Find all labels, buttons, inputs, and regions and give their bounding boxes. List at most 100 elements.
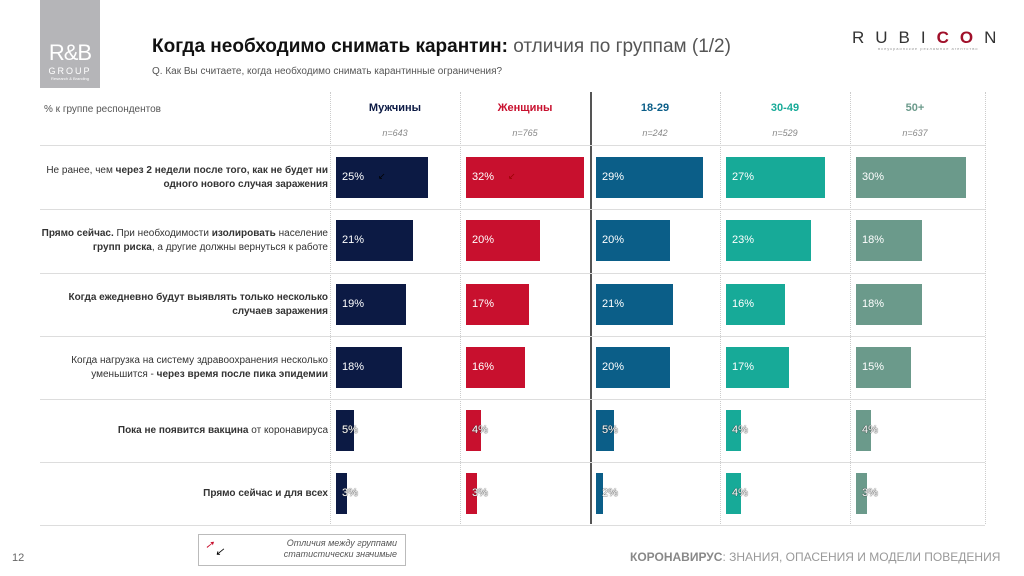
row-label-part: через время после пика эпидемии bbox=[156, 368, 328, 380]
data-label: 32% bbox=[472, 171, 495, 183]
bar bbox=[336, 347, 403, 388]
bar bbox=[726, 157, 826, 198]
column-header: Женщины bbox=[497, 102, 553, 114]
row-label: Не ранее, чем через 2 недели после того,… bbox=[40, 164, 328, 192]
data-label: 20% bbox=[602, 234, 625, 246]
row-label: Когда ежедневно будут выявлять только не… bbox=[40, 291, 328, 319]
bar bbox=[466, 410, 481, 451]
row-divider bbox=[40, 145, 985, 146]
data-label: 5% bbox=[602, 424, 618, 436]
column-sample-size: n=529 bbox=[772, 128, 798, 138]
row-label-part: Когда ежедневно будут выявлять только не… bbox=[68, 291, 328, 317]
row-label-part: При необходимости bbox=[113, 227, 212, 239]
rubicon-tagline: всеукраинские рекламное агентство bbox=[878, 46, 979, 51]
data-label: 4% bbox=[732, 487, 748, 499]
row-label-part: Когда нагрузка на систему здравоохранени… bbox=[71, 354, 328, 380]
footer-bold: КОРОНАВИРУС bbox=[630, 550, 723, 564]
bar bbox=[856, 157, 967, 198]
rb-group-logo: R&B GROUP Research & Branding bbox=[40, 0, 100, 88]
unit-label: % к группе респондентов bbox=[44, 104, 161, 115]
row-divider bbox=[40, 273, 985, 274]
bar bbox=[466, 347, 525, 388]
bar bbox=[596, 284, 674, 325]
data-label: 20% bbox=[602, 361, 625, 373]
bar bbox=[726, 347, 789, 388]
column-header: 30-49 bbox=[770, 102, 800, 114]
bar bbox=[336, 410, 355, 451]
column-divider bbox=[850, 92, 851, 524]
data-label: 2% bbox=[602, 487, 618, 499]
data-label: 18% bbox=[862, 234, 885, 246]
data-label: 3% bbox=[472, 487, 488, 499]
bar bbox=[466, 284, 529, 325]
row-label-part: , а другие должны вернуться к работе bbox=[151, 241, 328, 253]
data-label: 23% bbox=[732, 234, 755, 246]
bar bbox=[596, 157, 703, 198]
legend: ➚ ↙ Отличия между группами статистически … bbox=[198, 534, 406, 566]
column-sample-size: n=242 bbox=[642, 128, 668, 138]
legend-text: Отличия между группами bbox=[286, 538, 397, 548]
bar bbox=[336, 220, 414, 261]
column-sample-size: n=765 bbox=[512, 128, 538, 138]
bar bbox=[856, 473, 868, 514]
question-subtitle: Q. Как Вы считаете, когда необходимо сни… bbox=[152, 66, 503, 77]
page-title: Когда необходимо снимать карантин: отлич… bbox=[152, 36, 731, 58]
logo-text: GROUP bbox=[48, 66, 92, 76]
row-label-part: Пока не появится вакцина bbox=[117, 424, 249, 436]
bar bbox=[466, 157, 584, 198]
data-label: 16% bbox=[472, 361, 495, 373]
bar bbox=[336, 473, 348, 514]
significance-arrow-icon: ↙ bbox=[508, 171, 516, 181]
row-label-part: от коронавируса bbox=[248, 424, 328, 436]
data-label: 17% bbox=[472, 298, 495, 310]
bar bbox=[726, 410, 741, 451]
title-bold: Когда необходимо снимать карантин: bbox=[152, 36, 508, 57]
bar bbox=[596, 410, 615, 451]
data-label: 4% bbox=[862, 424, 878, 436]
row-label-part: Прямо сейчас. bbox=[41, 227, 114, 239]
footer-rest: : ЗНАНИЯ, ОПАСЕНИЯ И МОДЕЛИ ПОВЕДЕНИЯ bbox=[722, 550, 1001, 564]
row-label: Пока не появится вакцина от коронавируса bbox=[40, 424, 328, 438]
column-sample-size: n=637 bbox=[902, 128, 928, 138]
data-label: 5% bbox=[342, 424, 358, 436]
logo-text: R&B bbox=[48, 40, 92, 65]
column-divider bbox=[330, 92, 331, 524]
column-divider bbox=[985, 92, 986, 524]
logo-text: RUBI bbox=[852, 28, 937, 47]
bar bbox=[856, 347, 912, 388]
row-divider bbox=[40, 525, 985, 526]
data-label: 17% bbox=[732, 361, 755, 373]
bar bbox=[726, 473, 741, 514]
column-divider bbox=[720, 92, 721, 524]
row-divider bbox=[40, 399, 985, 400]
bar bbox=[466, 220, 540, 261]
page-number: 12 bbox=[12, 552, 25, 564]
data-label: 19% bbox=[342, 298, 365, 310]
data-label: 27% bbox=[732, 171, 755, 183]
row-divider bbox=[40, 209, 985, 210]
row-label-part: Не ранее, чем bbox=[46, 164, 116, 176]
bar bbox=[336, 284, 406, 325]
bar bbox=[856, 284, 923, 325]
row-label: Когда нагрузка на систему здравоохранени… bbox=[40, 354, 328, 382]
row-label-part: Прямо сейчас и для всех bbox=[203, 487, 328, 499]
column-header: 18-29 bbox=[640, 102, 670, 114]
data-label: 30% bbox=[862, 171, 885, 183]
arrow-up-red-icon: ➚ bbox=[205, 539, 215, 551]
data-label: 3% bbox=[342, 487, 358, 499]
data-label: 4% bbox=[472, 424, 488, 436]
bar bbox=[336, 157, 428, 198]
column-header: 50+ bbox=[905, 102, 925, 114]
bar bbox=[726, 220, 811, 261]
column-sample-size: n=643 bbox=[382, 128, 408, 138]
row-label-part: население bbox=[275, 227, 328, 239]
bar bbox=[596, 347, 670, 388]
data-label: 18% bbox=[862, 298, 885, 310]
data-label: 15% bbox=[862, 361, 885, 373]
logo-text: CO bbox=[936, 28, 985, 47]
data-label: 21% bbox=[342, 234, 365, 246]
row-divider bbox=[40, 462, 985, 463]
bar bbox=[466, 473, 478, 514]
legend-text: статистически значимые bbox=[283, 549, 397, 559]
logo-text: Research & Branding bbox=[50, 76, 90, 81]
